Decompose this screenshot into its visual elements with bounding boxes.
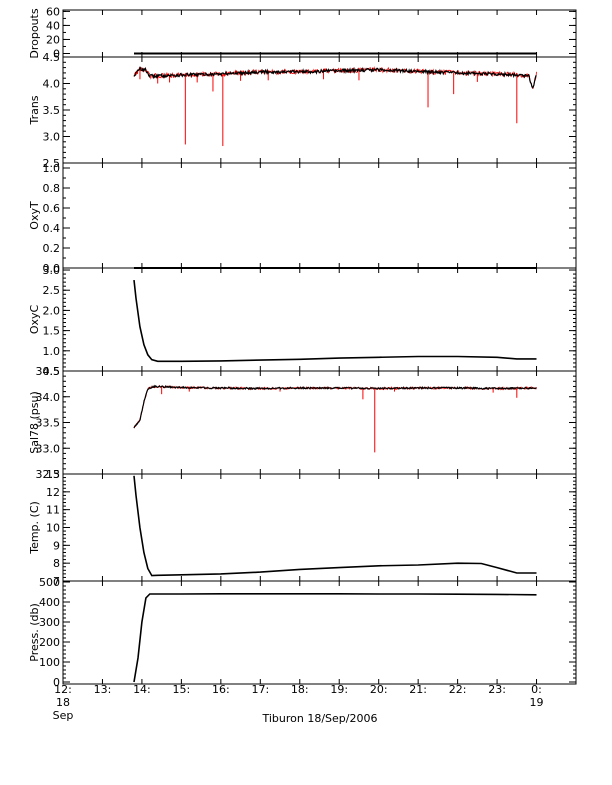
y-tick-label: 33.0 — [36, 442, 61, 455]
y-axis-label: Temp. (C) — [28, 501, 41, 555]
y-tick-label: 10 — [46, 522, 60, 535]
x-tick-sublabel: 19 — [530, 696, 544, 709]
panel-trans: 2.5 3.0 3.5 4.0 4.5 Trans — [28, 51, 577, 170]
panel-sal78: 32.5 33.0 33.5 34.0 34.5 Sal78 (psu) — [28, 365, 577, 481]
x-tick-label: 14: — [133, 683, 151, 696]
y-tick-label: 500 — [39, 576, 60, 589]
y-axis-label: Sal78 (psu) — [28, 391, 41, 454]
y-tick-label: 4.5 — [43, 51, 61, 64]
x-tick-label: 0: — [531, 683, 542, 696]
x-tick-label: 16: — [212, 683, 230, 696]
x-tick-label: 18: — [291, 683, 309, 696]
y-tick-label: 2.5 — [43, 157, 61, 170]
y-tick-label: 2.0 — [43, 304, 61, 317]
panels-group: 0204060Dropouts2.53.03.54.04.5Trans0.00.… — [28, 5, 577, 689]
footer-label: Tiburon 18/Sep/2006 — [261, 712, 377, 725]
y-tick-label: 9 — [53, 539, 60, 552]
panel-frame — [62, 162, 577, 269]
y-axis-label: OxyT — [28, 201, 41, 230]
panel-oxyc: 0.5 1.0 1.5 2.0 2.5 3.0 OxyC — [28, 264, 577, 378]
series-line-oxyc — [133, 280, 537, 363]
y-axis-label: Trans — [28, 95, 41, 125]
y-tick-label: 60 — [46, 5, 60, 18]
x-tick-label: 22: — [449, 683, 467, 696]
y-tick-label: 4.0 — [43, 78, 61, 91]
y-tick-label: 1.0 — [43, 162, 61, 175]
panel-oxyt: 0.0 0.2 0.4 0.6 0.8 1.0 OxyT — [28, 162, 577, 275]
x-tick-label: 17: — [251, 683, 269, 696]
y-tick-label: 0.8 — [43, 182, 61, 195]
y-tick-label: 300 — [39, 616, 60, 629]
y-tick-label: 3.5 — [43, 104, 61, 117]
y-tick-label: 3.0 — [43, 131, 61, 144]
panel-frame — [62, 9, 577, 58]
x-tick-label: 13: — [94, 683, 112, 696]
panel-frame — [62, 267, 577, 372]
x-tick-label: 20: — [370, 683, 388, 696]
x-tick-label: 12: — [54, 683, 72, 696]
y-tick-label: 8 — [53, 557, 60, 570]
y-tick-label: 100 — [39, 656, 60, 669]
x-tick-sublabel: Sep — [53, 709, 74, 722]
y-tick-label: 200 — [39, 636, 60, 649]
panel-frame — [62, 580, 577, 685]
y-tick-label: 2.5 — [43, 284, 61, 297]
x-tick-label: 15: — [173, 683, 191, 696]
series-line-sal78 — [133, 384, 537, 429]
y-tick-label: 400 — [39, 596, 60, 609]
y-tick-label: 20 — [46, 33, 60, 46]
y-tick-label: 0.4 — [43, 222, 61, 235]
y-tick-label: 0.5 — [43, 365, 61, 378]
y-tick-label: 7 — [53, 575, 60, 588]
y-tick-label: 1.5 — [43, 325, 61, 338]
series-line-press — [133, 593, 537, 683]
y-tick-label: 33.5 — [36, 417, 61, 430]
y-axis-label: Dropouts — [28, 8, 41, 58]
y-tick-label: 0 — [53, 676, 60, 689]
y-tick-label: 13 — [46, 468, 60, 481]
y-tick-label: 34.5 — [36, 365, 61, 378]
y-tick-label: 34.0 — [36, 391, 61, 404]
series-line-trans — [133, 66, 537, 89]
y-tick-label: 11 — [46, 504, 60, 517]
x-tick-label: 23: — [488, 683, 506, 696]
y-axis-label: Press. (db) — [28, 603, 41, 662]
panel-temp: 7 8 9 10 11 12 13 Temp. (C) — [28, 468, 577, 588]
panel-press: 0 100 200 300 400 500 Press. (db) — [28, 576, 577, 689]
y-tick-label: 0.6 — [43, 202, 61, 215]
y-tick-label: 12 — [46, 486, 60, 499]
series-raw-sal78 — [133, 384, 537, 429]
y-tick-label: 0 — [53, 47, 60, 60]
y-axis-label: OxyC — [28, 305, 41, 335]
y-tick-label: 0.2 — [43, 242, 61, 255]
y-tick-label: 3.0 — [43, 264, 61, 277]
series-line-temp — [133, 475, 537, 577]
x-tick-sublabel: 18 — [56, 696, 70, 709]
y-tick-label: 0.0 — [43, 262, 61, 275]
y-tick-label: 40 — [46, 19, 60, 32]
panel-frame — [62, 370, 577, 475]
x-tick-label: 21: — [409, 683, 427, 696]
x-tick-label: 19: — [330, 683, 348, 696]
y-tick-label: 32.5 — [36, 468, 61, 481]
y-tick-label: 1.0 — [43, 345, 61, 358]
